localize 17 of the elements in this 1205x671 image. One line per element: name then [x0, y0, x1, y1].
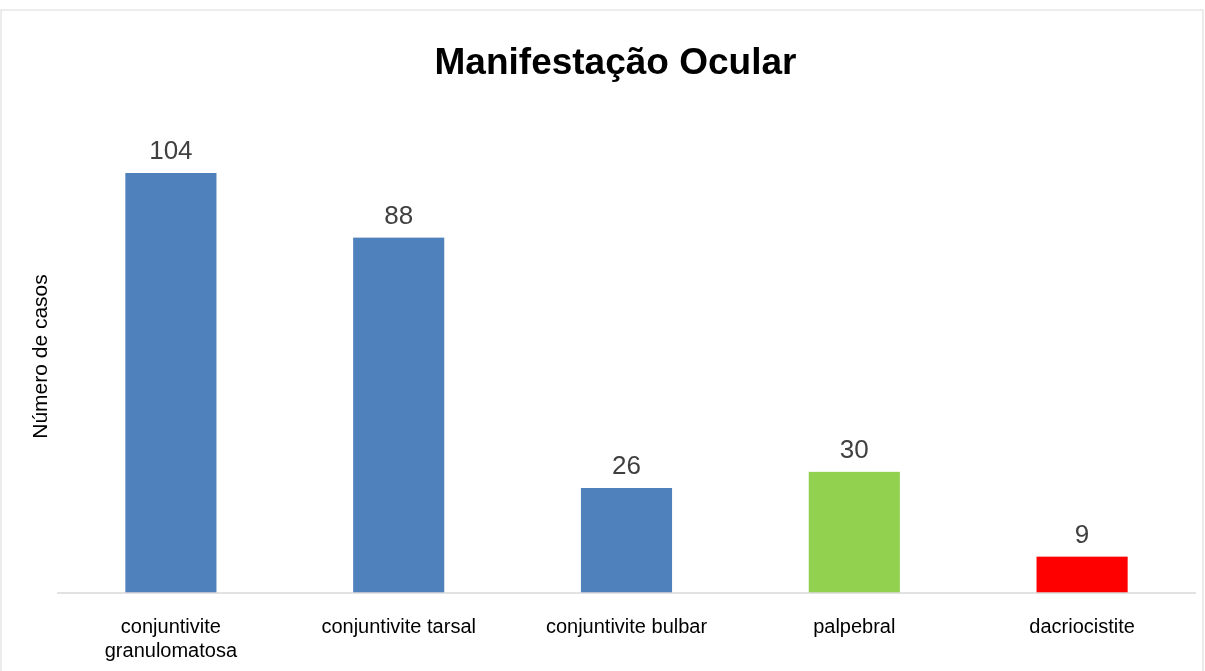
- x-tick-label: dacriocistite: [1029, 615, 1135, 637]
- data-label: 104: [149, 135, 193, 165]
- bar: [1036, 556, 1128, 593]
- bar: [125, 173, 217, 593]
- bar: [580, 488, 673, 593]
- x-tick-label: conjuntivite bulbar: [545, 615, 708, 637]
- data-label: 30: [839, 433, 869, 464]
- data-label: 88: [384, 199, 414, 230]
- x-tick-label: palpebral: [813, 615, 896, 637]
- data-label: 9: [1074, 518, 1090, 549]
- x-tick-label: conjuntivite tarsal: [321, 615, 476, 637]
- y-axis-title: Número de casos: [28, 274, 51, 439]
- bar: [808, 471, 900, 593]
- bar: [353, 237, 445, 593]
- data-label: 26: [612, 450, 641, 480]
- x-tick-label: conjuntivite granulomatosa: [104, 615, 238, 661]
- chart-title: Manifestação Ocular: [434, 41, 797, 82]
